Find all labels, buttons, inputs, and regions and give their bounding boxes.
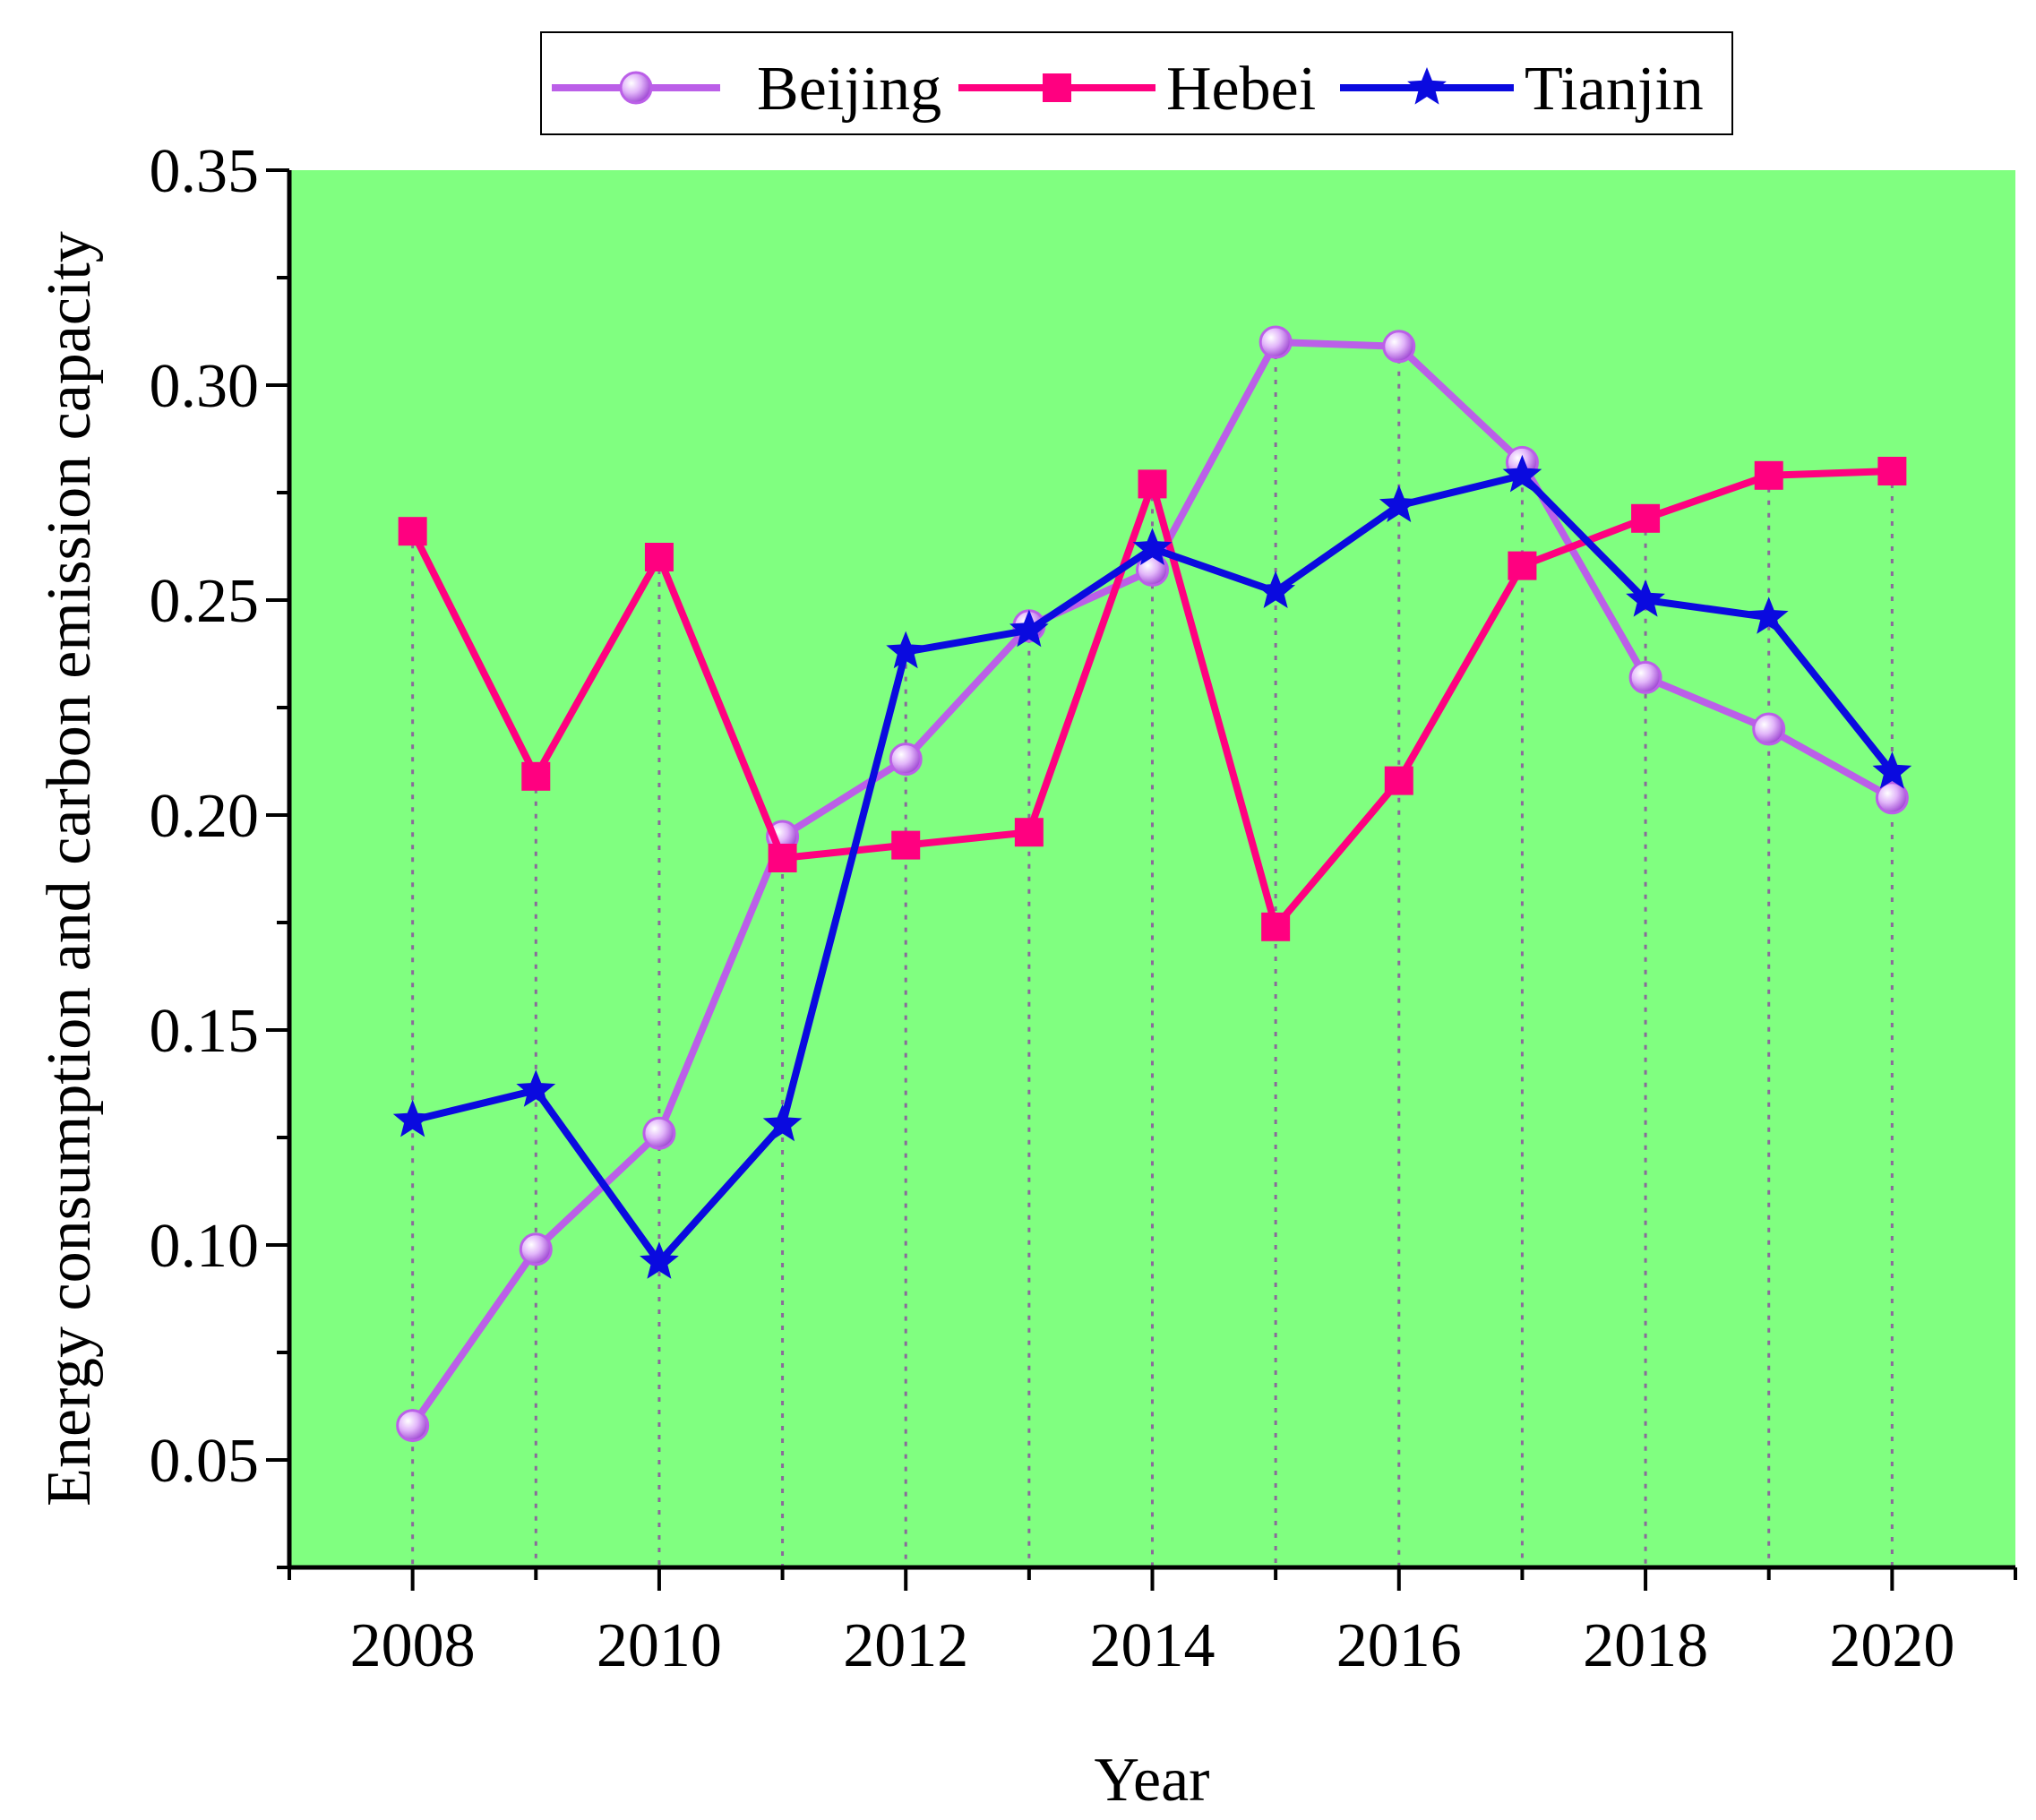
y-tick-label: 0.20: [150, 782, 260, 851]
legend-item-tianjin: Tianjin: [1340, 55, 1704, 124]
data-point-beijing: [642, 1116, 676, 1150]
legend-marker-hebei: [1043, 73, 1071, 102]
series-hebei: [398, 457, 1907, 941]
legend-item-hebei: Hebei: [958, 55, 1316, 124]
y-tick-label: 0.10: [150, 1212, 260, 1281]
x-tick-label: 2016: [1336, 1611, 1462, 1680]
data-point-hebei: [1261, 912, 1291, 941]
data-point-hebei: [1631, 503, 1661, 533]
legend-marker-tianjin: [1407, 67, 1447, 105]
data-point-tianjin: [516, 1069, 556, 1107]
series-group: [392, 325, 1912, 1443]
plot-background: [289, 170, 2015, 1567]
data-point-tianjin: [762, 1103, 803, 1142]
data-point-tianjin: [886, 631, 926, 669]
data-point-hebei: [1877, 457, 1907, 485]
y-axis-title: Energy consumption and carbon emission c…: [35, 231, 104, 1507]
y-tick-label: 0.05: [150, 1427, 260, 1496]
legend-label-hebei: Hebei: [1166, 55, 1316, 124]
data-point-hebei: [1014, 818, 1044, 847]
x-tick-label: 2020: [1829, 1611, 1954, 1680]
legend-box: [540, 31, 1733, 135]
data-point-hebei: [891, 830, 921, 860]
data-point-hebei: [768, 844, 797, 872]
data-point-tianjin: [1872, 751, 1912, 789]
data-point-beijing: [519, 1232, 553, 1266]
y-tick-label: 0.30: [150, 352, 260, 421]
data-point-hebei: [644, 543, 674, 571]
legend-label-beijing: Beijing: [757, 55, 941, 124]
data-point-tianjin: [1256, 571, 1295, 608]
data-point-tianjin: [1502, 454, 1542, 493]
data-point-beijing: [1259, 325, 1293, 359]
data-point-tianjin: [1626, 579, 1665, 617]
x-tick-label: 2012: [843, 1611, 968, 1680]
data-point-tianjin: [1748, 597, 1789, 634]
legend: Beijing Hebei Tianjin: [540, 31, 1733, 135]
legend-label-tianjin: Tianjin: [1525, 55, 1704, 124]
x-axis-title: Year: [1095, 1746, 1210, 1815]
x-tick-label: 2008: [350, 1611, 476, 1680]
data-point-hebei: [1754, 460, 1783, 490]
legend-item-beijing: Beijing: [552, 55, 941, 124]
x-tick-label: 2010: [597, 1611, 722, 1680]
data-point-tianjin: [1009, 609, 1049, 648]
data-point-tianjin: [640, 1241, 679, 1279]
data-point-beijing: [1382, 330, 1416, 364]
data-point-beijing: [1875, 781, 1909, 815]
data-point-hebei: [398, 517, 427, 546]
legend-marker-beijing: [619, 71, 653, 105]
data-point-hebei: [1384, 766, 1413, 795]
data-point-beijing: [396, 1409, 430, 1443]
axes: 0.05 0.10 0.15 0.20 0.25 0.30 0.35 2008 2010 2012…: [150, 137, 2017, 1680]
drop-lines: [411, 342, 1894, 1567]
data-point-tianjin: [1379, 485, 1419, 522]
y-tick-label: 0.25: [150, 567, 260, 636]
data-point-beijing: [1752, 712, 1786, 746]
data-point-hebei: [1508, 551, 1537, 580]
data-point-beijing: [889, 743, 923, 777]
data-point-tianjin: [392, 1099, 433, 1138]
x-tick-label: 2018: [1583, 1611, 1708, 1680]
data-point-hebei: [1138, 469, 1167, 499]
y-tick-label: 0.15: [150, 997, 260, 1066]
series-tianjin: [392, 454, 1912, 1279]
data-point-hebei: [521, 761, 551, 791]
x-tick-label: 2014: [1090, 1611, 1216, 1680]
y-tick-label: 0.35: [150, 137, 260, 206]
data-point-tianjin: [1132, 528, 1173, 565]
data-point-beijing: [1628, 660, 1662, 694]
